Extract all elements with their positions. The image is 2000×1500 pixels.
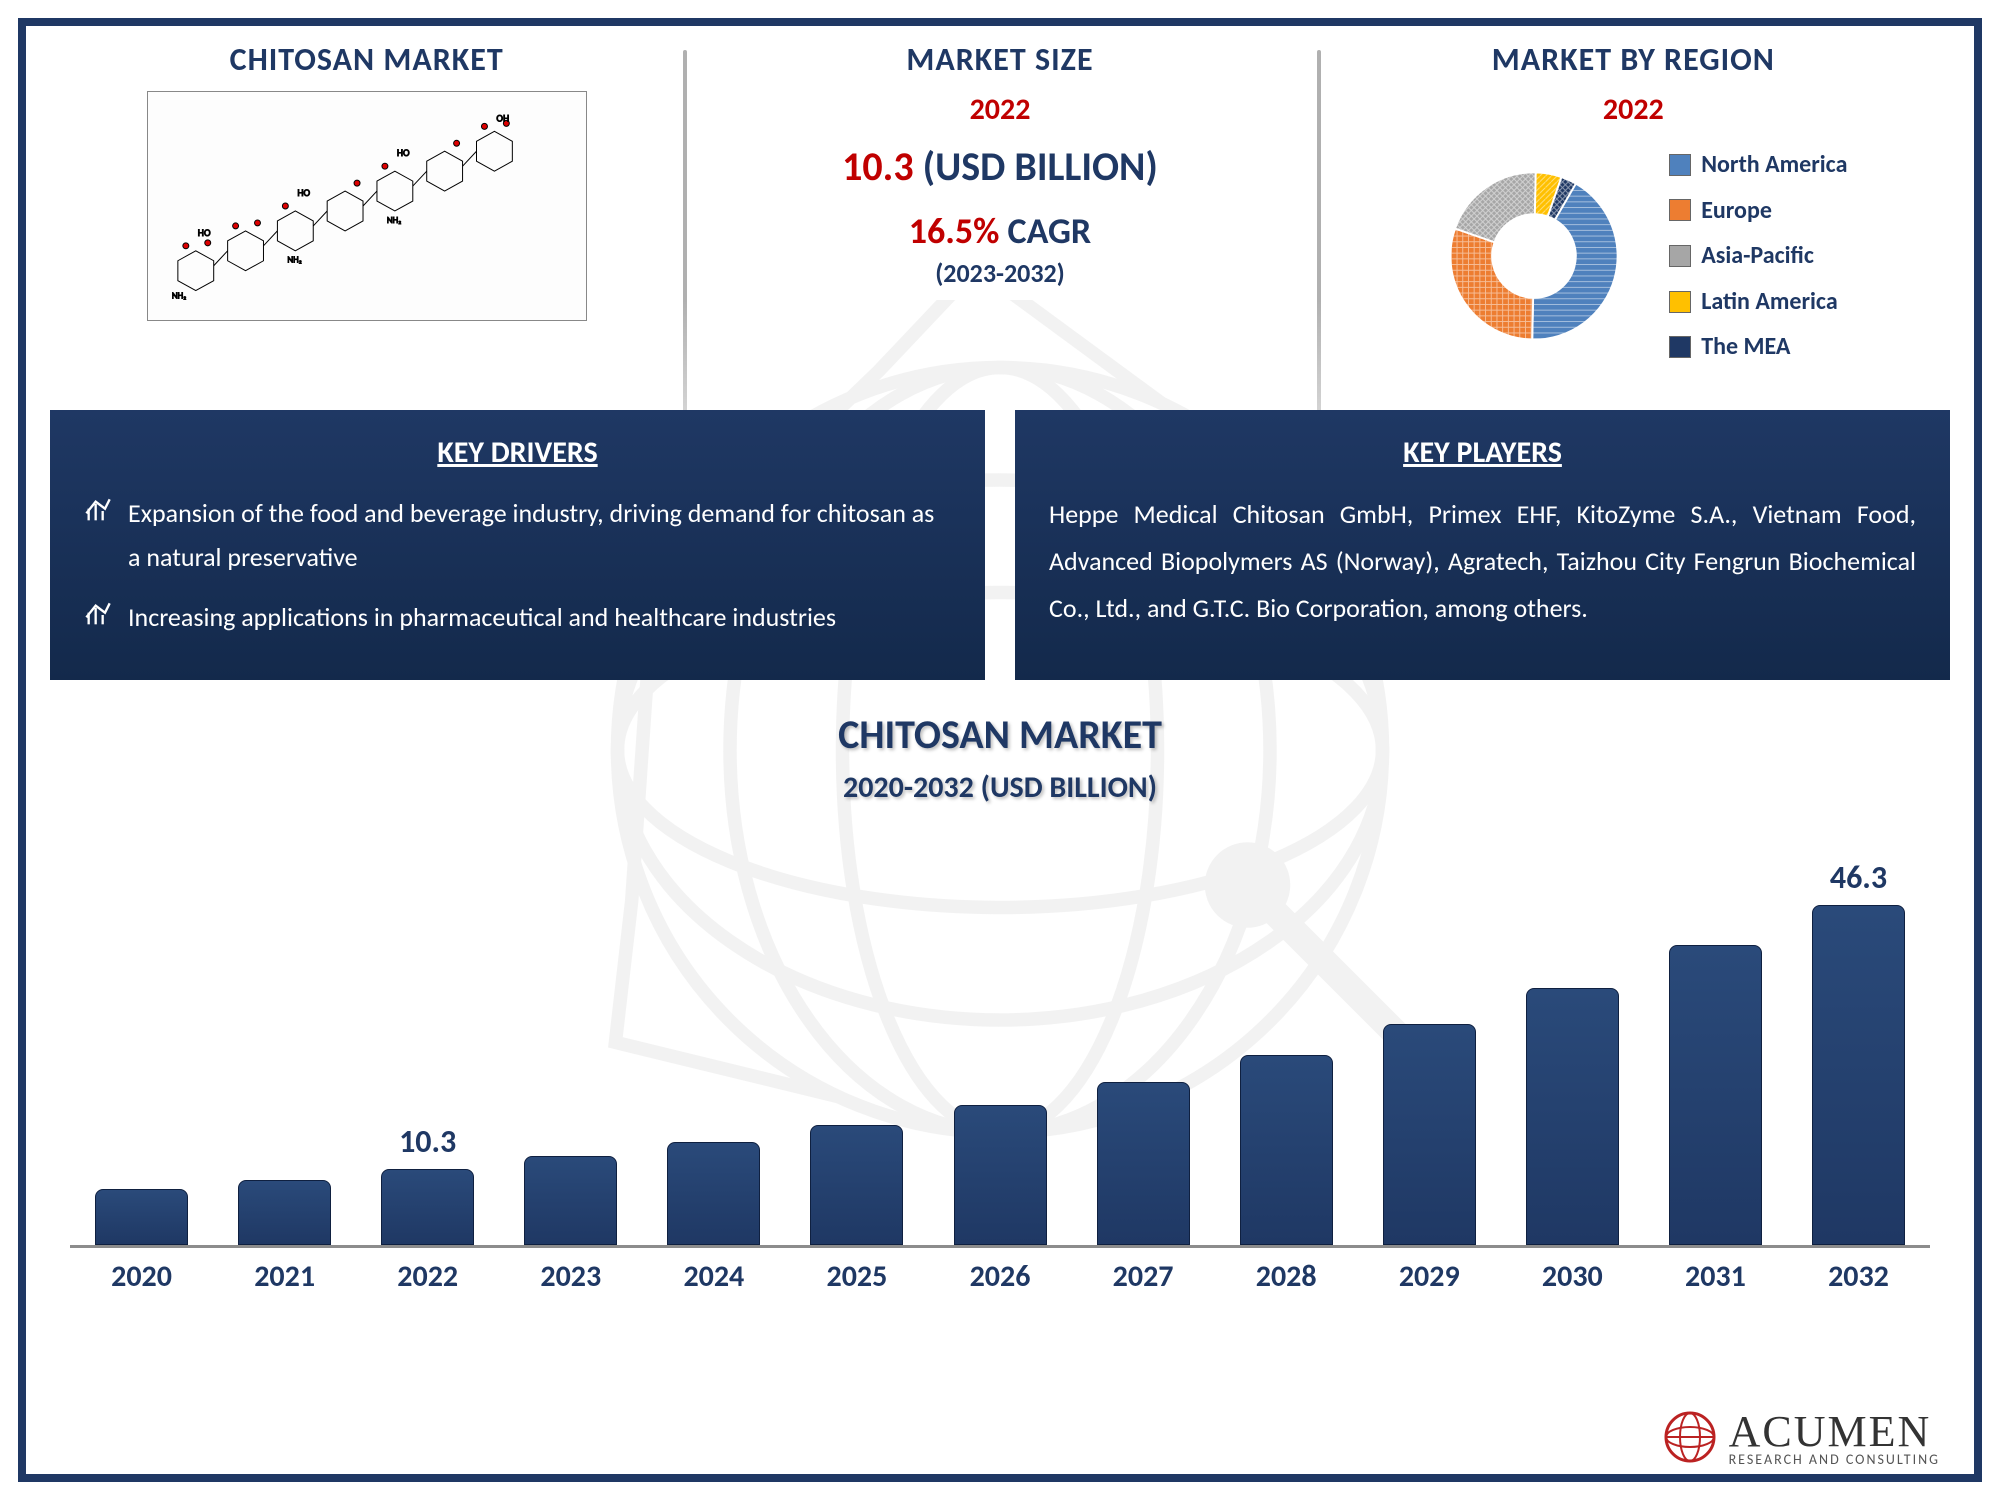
brand-name: ACUMEN <box>1729 1406 1940 1457</box>
svg-text:OH: OH <box>496 112 509 124</box>
brand-tag: RESEARCH AND CONSULTING <box>1729 1451 1940 1468</box>
molecule-image: NH₂ NH₂ NH₂ HO HO HO OH <box>147 91 587 321</box>
svg-text:NH₂: NH₂ <box>387 215 401 226</box>
donut-chart <box>1419 161 1649 351</box>
legend-item: Latin America <box>1669 279 1847 325</box>
col-region: MARKET BY REGION 2022 North AmericaEurop… <box>1317 40 1950 370</box>
market-title: CHITOSAN MARKET <box>50 40 683 79</box>
bar <box>954 1105 1047 1244</box>
region-year: 2022 <box>1317 91 1950 128</box>
footer-logo: ACUMEN RESEARCH AND CONSULTING <box>1663 1406 1940 1468</box>
bar <box>1669 945 1762 1244</box>
svg-text:NH₂: NH₂ <box>172 291 186 302</box>
bar <box>524 1156 617 1244</box>
bar <box>381 1169 474 1245</box>
legend-item: Asia-Pacific <box>1669 233 1847 279</box>
x-axis-label: 2025 <box>785 1258 928 1308</box>
x-axis-label: 2030 <box>1501 1258 1644 1308</box>
svg-text:HO: HO <box>297 187 310 199</box>
x-axis-label: 2022 <box>356 1258 499 1308</box>
x-axis-label: 2021 <box>213 1258 356 1308</box>
bar <box>238 1180 331 1245</box>
x-axis-label: 2029 <box>1358 1258 1501 1308</box>
driver-item: Increasing applications in pharmaceutica… <box>84 595 951 639</box>
players-text: Heppe Medical Chitosan GmbH, Primex EHF,… <box>1049 491 1916 631</box>
x-axis-label: 2026 <box>928 1258 1071 1308</box>
bar <box>1240 1055 1333 1244</box>
cagr-value: 16.5% CAGR <box>683 209 1316 253</box>
logo-icon <box>1663 1410 1717 1464</box>
bar-value-label: 10.3 <box>356 1122 499 1169</box>
x-axis-label: 2032 <box>1787 1258 1930 1308</box>
infographic-container: CHITOSAN MARKET NH₂ NH₂ NH₂ HO HO <box>18 18 1982 1482</box>
x-axis-label: 2024 <box>642 1258 785 1308</box>
svg-text:HO: HO <box>197 227 210 239</box>
x-axis-label: 2020 <box>70 1258 213 1308</box>
x-axis-label: 2027 <box>1072 1258 1215 1308</box>
svg-text:NH₂: NH₂ <box>287 255 301 266</box>
legend-item: The MEA <box>1669 324 1847 370</box>
cagr-period: (2023-2032) <box>683 257 1316 289</box>
x-axis-label: 2028 <box>1215 1258 1358 1308</box>
size-year: 2022 <box>683 91 1316 128</box>
bar <box>667 1142 760 1245</box>
bar-chart-title: CHITOSAN MARKET 2020-2032 (USD BILLION) <box>50 710 1950 808</box>
key-players-box: KEY PLAYERS Heppe Medical Chitosan GmbH,… <box>1015 410 1950 680</box>
region-title: MARKET BY REGION <box>1317 40 1950 79</box>
bar <box>1812 905 1905 1245</box>
legend-item: North America <box>1669 142 1847 188</box>
size-title: MARKET SIZE <box>683 40 1316 79</box>
bar <box>1097 1082 1190 1244</box>
bar-value-label: 46.3 <box>1787 858 1930 905</box>
driver-item: Expansion of the food and beverage indus… <box>84 491 951 579</box>
col-market: CHITOSAN MARKET NH₂ NH₂ NH₂ HO HO <box>50 40 683 370</box>
key-drivers-box: KEY DRIVERS Expansion of the food and be… <box>50 410 985 680</box>
size-value: 10.3 (USD BILLION) <box>683 142 1316 191</box>
legend-item: Europe <box>1669 188 1847 234</box>
bar <box>95 1189 188 1245</box>
x-axis-label: 2031 <box>1644 1258 1787 1308</box>
region-legend: North AmericaEuropeAsia-PacificLatin Ame… <box>1669 142 1847 370</box>
svg-text:HO: HO <box>397 147 410 159</box>
drivers-title: KEY DRIVERS <box>84 434 951 471</box>
bar <box>1526 988 1619 1245</box>
x-axis-label: 2023 <box>499 1258 642 1308</box>
bar <box>1383 1024 1476 1244</box>
col-size: MARKET SIZE 2022 10.3 (USD BILLION) 16.5… <box>683 40 1316 370</box>
bar <box>810 1125 903 1245</box>
bar-chart: 10.346.3 2020202120222023202420252026202… <box>70 828 1930 1308</box>
players-title: KEY PLAYERS <box>1049 434 1916 471</box>
